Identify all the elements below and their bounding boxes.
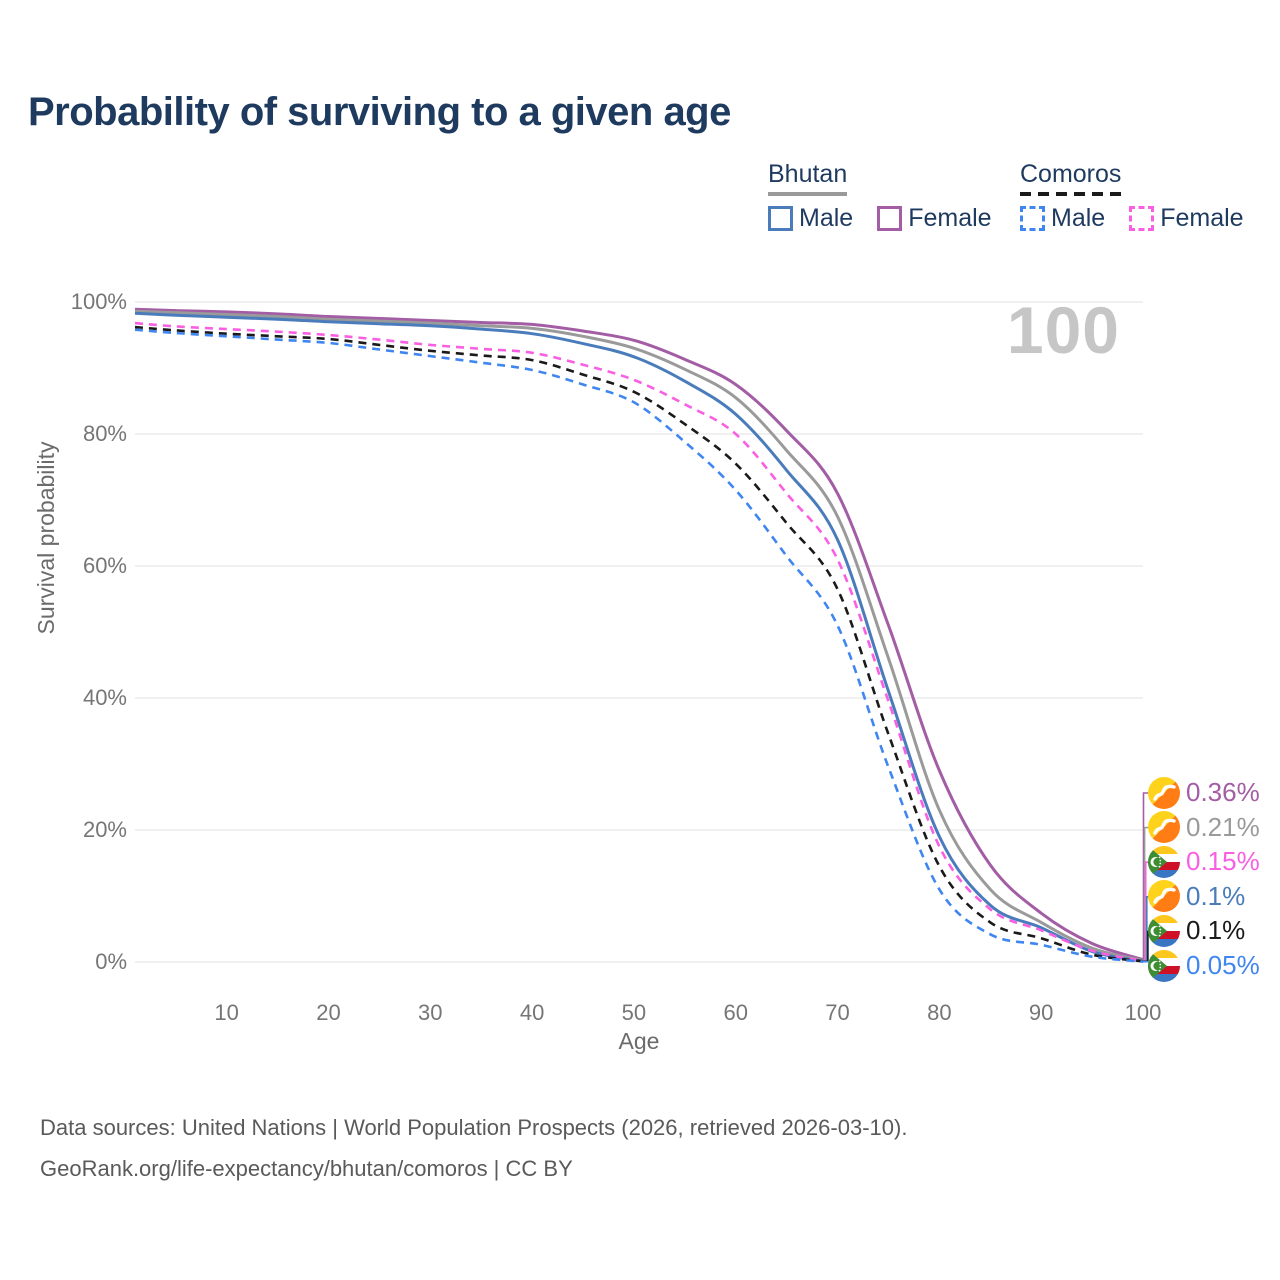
comoros-line-style-icon [1020,192,1122,196]
end-label-bhutan-male[interactable]: 0.1% [1148,880,1246,913]
bhutan-flag-icon [1148,776,1180,809]
label-connector-bhutan-female [1142,792,1150,961]
end-label-value: 0.05% [1186,950,1260,980]
end-label-comoros-male[interactable]: 0.05% [1148,949,1260,982]
y-tick-label-20: 20% [82,817,127,842]
y-tick-label-60: 60% [82,553,127,578]
legend-country-comoros-label: Comoros [1020,160,1122,188]
y-tick-label-40: 40% [82,685,127,710]
legend-label-comoros-male: Male [1051,204,1106,232]
x-tick-label-10: 10 [214,1000,239,1025]
comoros-male-swatch-icon [1020,206,1045,231]
bhutan-flag-icon [1148,811,1180,844]
legend-country-bhutan-label: Bhutan [768,160,848,188]
legend-group-bhutan: Bhutan Male Female [768,160,992,233]
end-label-value: 0.36% [1186,777,1260,807]
line-bhutan-female[interactable] [134,307,1144,962]
legend-item-comoros-female[interactable]: Female [1129,204,1244,233]
comoros-flag-icon [1148,845,1180,878]
age-watermark: 100 [1006,293,1120,367]
legend-label-comoros-female: Female [1160,204,1244,232]
x-tick-label-60: 60 [723,1000,748,1025]
x-tick-label-30: 30 [418,1000,443,1025]
georank-url-text: GeoRank.org/life-expectancy/bhutan/comor… [40,1155,573,1181]
x-tick-label-100: 100 [1124,1000,1162,1025]
y-tick-label-100: 100% [70,289,127,314]
line-comoros-male[interactable] [134,328,1144,963]
x-tick-label-40: 40 [519,1000,545,1025]
x-axis-title: Age [618,1028,660,1054]
legend-country-bhutan[interactable]: Bhutan [768,160,848,196]
line-bhutan-male[interactable] [134,311,1144,963]
x-tick-label-80: 80 [927,1000,952,1025]
comoros-flag-icon [1148,949,1180,982]
end-label-value: 0.21% [1186,811,1260,842]
x-tick-label-50: 50 [621,1000,647,1025]
bhutan-line-style-icon [768,192,848,196]
legend-item-bhutan-female[interactable]: Female [877,204,992,233]
comoros-female-swatch-icon [1129,206,1155,231]
legend-item-bhutan-male[interactable]: Male [768,204,853,233]
end-label-bhutan-all[interactable]: 0.21% [1148,811,1260,844]
end-label-comoros-all[interactable]: 0.1% [1148,914,1246,947]
page-title: Probability of surviving to a given age [28,90,731,134]
data-sources-text: Data sources: United Nations | World Pop… [40,1115,908,1140]
legend-group-comoros: Comoros Male Female [1020,160,1244,233]
line-bhutan-all[interactable] [134,309,1144,963]
comoros-flag-icon [1148,914,1180,947]
line-comoros-all[interactable] [134,325,1144,963]
y-tick-label-80: 80% [82,421,127,446]
x-tick-label-90: 90 [1028,1000,1054,1025]
bhutan-female-swatch-icon [877,206,903,231]
x-tick-label-20: 20 [316,1000,341,1025]
bhutan-male-swatch-icon [768,206,793,231]
end-label-bhutan-female[interactable]: 0.36% [1148,776,1260,809]
y-tick-label-0: 0% [95,949,127,974]
line-comoros-female[interactable] [134,321,1144,963]
bhutan-flag-icon [1148,880,1180,913]
legend-country-comoros[interactable]: Comoros [1020,160,1122,196]
footer: Data sources: United Nations | World Pop… [40,1108,907,1189]
legend-item-comoros-male[interactable]: Male [1020,204,1105,233]
end-label-comoros-female[interactable]: 0.15% [1148,845,1260,878]
legend-label-bhutan-female: Female [908,204,992,232]
end-label-value: 0.1% [1186,880,1246,911]
x-tick-label-70: 70 [825,1000,850,1025]
end-label-value: 0.1% [1186,915,1246,946]
legend-label-bhutan-male: Male [799,204,854,232]
y-axis-title: Survival probability [33,441,59,635]
end-label-value: 0.15% [1186,846,1260,877]
